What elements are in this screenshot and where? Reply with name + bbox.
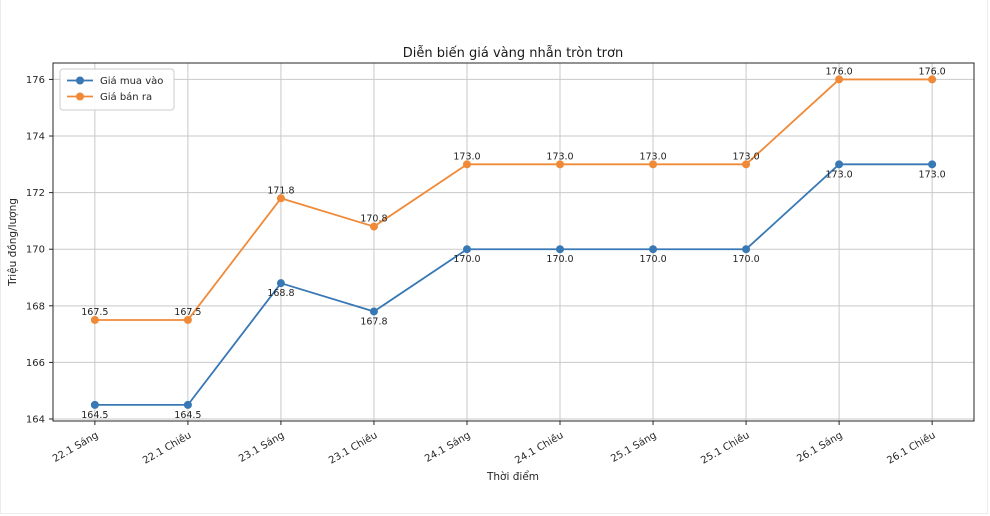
data-point-marker <box>742 160 751 169</box>
x-tick-label: 22.1 Chiều <box>141 429 194 466</box>
y-tick-label: 168 <box>26 301 45 312</box>
x-tick-label: 22.1 Sáng <box>51 429 101 465</box>
y-tick-label: 174 <box>26 132 45 143</box>
x-tick-label: 25.1 Chiều <box>699 429 752 466</box>
plot-border <box>52 62 975 422</box>
x-axis-label: Thời điểm <box>486 470 539 483</box>
data-point-label: 167.5 <box>174 307 201 318</box>
x-tick-label: 25.1 Sáng <box>609 429 659 465</box>
data-point-label: 170.0 <box>732 254 759 265</box>
series-line-buy <box>94 163 933 406</box>
y-tick-label: 172 <box>26 188 45 199</box>
data-point-label: 173.0 <box>546 151 573 162</box>
y-tick-label: 164 <box>26 415 45 426</box>
data-point-label: 164.5 <box>81 410 108 421</box>
legend-sample-marker <box>76 92 84 101</box>
data-point-marker <box>276 194 285 203</box>
data-point-label: 164.5 <box>174 410 201 421</box>
legend-entry-label: Giá bán ra <box>100 91 152 103</box>
data-point-marker <box>928 75 937 84</box>
x-tick-label: 24.1 Chiều <box>513 429 566 466</box>
data-point-marker <box>835 160 844 169</box>
data-point-label: 173.0 <box>826 169 853 180</box>
data-point-label: 170.0 <box>453 254 480 265</box>
legend-box <box>59 68 175 111</box>
data-point-marker <box>649 160 658 169</box>
x-tick-label: 26.1 Sáng <box>795 429 845 465</box>
data-point-marker <box>369 307 378 316</box>
data-point-label: 173.0 <box>732 151 759 162</box>
x-tick-label: 26.1 Chiều <box>885 429 938 466</box>
data-point-marker <box>742 245 751 254</box>
x-tick-label: 24.1 Sáng <box>423 429 473 465</box>
data-point-label: 168.8 <box>267 288 294 299</box>
data-point-marker <box>462 245 471 254</box>
data-point-label: 167.8 <box>360 316 387 327</box>
data-point-label: 171.8 <box>267 185 294 196</box>
data-point-marker <box>183 400 192 409</box>
data-point-label: 170.0 <box>639 254 666 265</box>
y-tick-label: 176 <box>26 75 45 86</box>
data-point-label: 170.0 <box>546 254 573 265</box>
chart-title: Diễn biến giá vàng nhẫn tròn trơn <box>403 46 623 61</box>
data-point-marker <box>369 222 378 231</box>
series-line-sell <box>94 78 933 321</box>
data-point-label: 173.0 <box>453 151 480 162</box>
data-point-marker <box>928 160 937 169</box>
legend-entry-label: Giá mua vào <box>100 75 163 87</box>
data-point-marker <box>276 279 285 288</box>
data-point-label: 176.0 <box>826 66 853 77</box>
data-point-marker <box>556 245 565 254</box>
data-point-label: 173.0 <box>919 169 946 180</box>
data-point-marker <box>835 75 844 84</box>
x-tick-label: 23.1 Sáng <box>237 429 287 465</box>
data-point-marker <box>649 245 658 254</box>
y-tick-label: 166 <box>26 358 45 369</box>
legend: Giá mua vào Giá bán ra <box>59 68 175 111</box>
y-tick-label: 170 <box>26 245 45 256</box>
data-point-label: 167.5 <box>81 307 108 318</box>
data-point-marker <box>90 315 99 324</box>
data-point-marker <box>462 160 471 169</box>
data-point-label: 173.0 <box>639 151 666 162</box>
y-axis-label: Triệu đồng/lượng <box>7 198 19 287</box>
data-point-marker <box>183 315 192 324</box>
data-point-marker <box>556 160 565 169</box>
data-point-label: 176.0 <box>919 66 946 77</box>
legend-sample-marker <box>76 76 84 85</box>
data-point-label: 170.8 <box>360 214 387 225</box>
data-point-marker <box>90 400 99 409</box>
x-tick-label: 23.1 Chiều <box>327 429 380 466</box>
